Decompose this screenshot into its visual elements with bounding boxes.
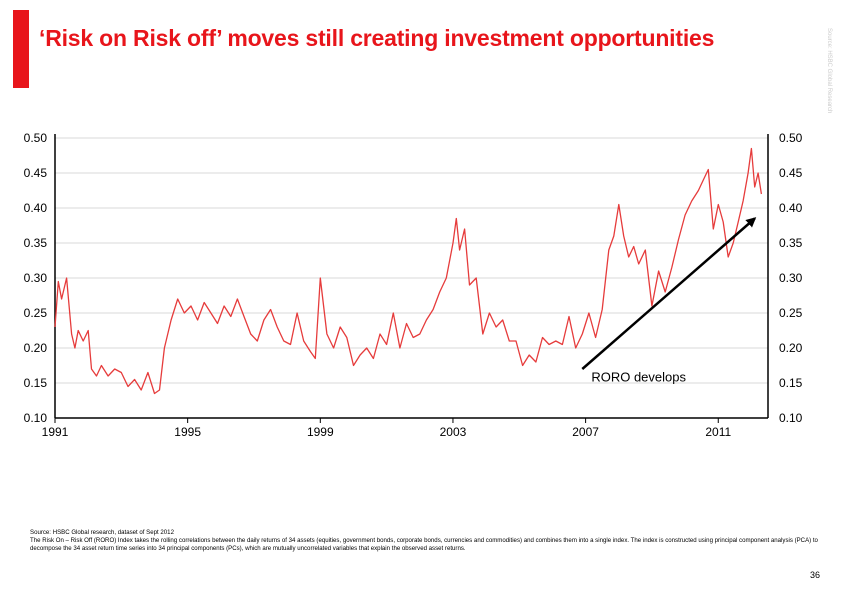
y-tick-label-left: 0.40 xyxy=(24,201,48,215)
y-tick-label-right: 0.20 xyxy=(779,341,803,355)
roro-index-line xyxy=(54,147,763,395)
y-tick-label-right: 0.50 xyxy=(779,131,803,145)
y-tick-label-left: 0.10 xyxy=(24,411,48,425)
x-tick-label: 1991 xyxy=(42,425,69,439)
x-tick-label: 1995 xyxy=(174,425,201,439)
axes: 0.10 0.10 0.15 0.15 0.20 0.20 0.25 0.25 0.30 0.30… xyxy=(24,131,803,439)
y-tick-label-left: 0.20 xyxy=(24,341,48,355)
source-line-2: The Risk On – Risk Off (RORO) Index take… xyxy=(30,537,818,552)
roro-develops-label: RORO develops xyxy=(591,370,686,385)
y-tick-label-left: 0.25 xyxy=(24,306,48,320)
y-tick-label-right: 0.45 xyxy=(779,166,803,180)
series-layer xyxy=(54,147,763,395)
accent-bar xyxy=(13,10,29,88)
x-tick-label: 1999 xyxy=(307,425,334,439)
y-tick-label-left: 0.50 xyxy=(24,131,48,145)
trend-arrow xyxy=(581,217,757,370)
source-note: Source: HSBC Global research, dataset of… xyxy=(30,529,820,553)
y-tick-label-left: 0.15 xyxy=(24,376,48,390)
y-tick-label-right: 0.30 xyxy=(779,271,803,285)
y-tick-label-left: 0.45 xyxy=(24,166,48,180)
y-tick-label-right: 0.40 xyxy=(779,201,803,215)
side-note: Source: HSBC Global Research xyxy=(826,28,832,114)
annotations: RORO develops xyxy=(581,217,757,385)
y-tick-label-right: 0.10 xyxy=(779,411,803,425)
x-tick-label: 2003 xyxy=(440,425,467,439)
y-tick-label-left: 0.35 xyxy=(24,236,48,250)
slide-title: ‘Risk on Risk off’ moves still creating … xyxy=(39,25,715,51)
source-line-1: Source: HSBC Global research, dataset of… xyxy=(30,529,174,536)
y-tick-label-right: 0.35 xyxy=(779,236,803,250)
x-tick-label: 2007 xyxy=(572,425,599,439)
y-tick-label-right: 0.15 xyxy=(779,376,803,390)
page-number: 36 xyxy=(810,570,821,580)
y-tick-label-left: 0.30 xyxy=(24,271,48,285)
x-tick-label: 2011 xyxy=(705,425,731,439)
roro-line-chart: 0.10 0.10 0.15 0.15 0.20 0.20 0.25 0.25 0.30 0.30… xyxy=(24,131,803,439)
y-tick-label-right: 0.25 xyxy=(779,306,803,320)
